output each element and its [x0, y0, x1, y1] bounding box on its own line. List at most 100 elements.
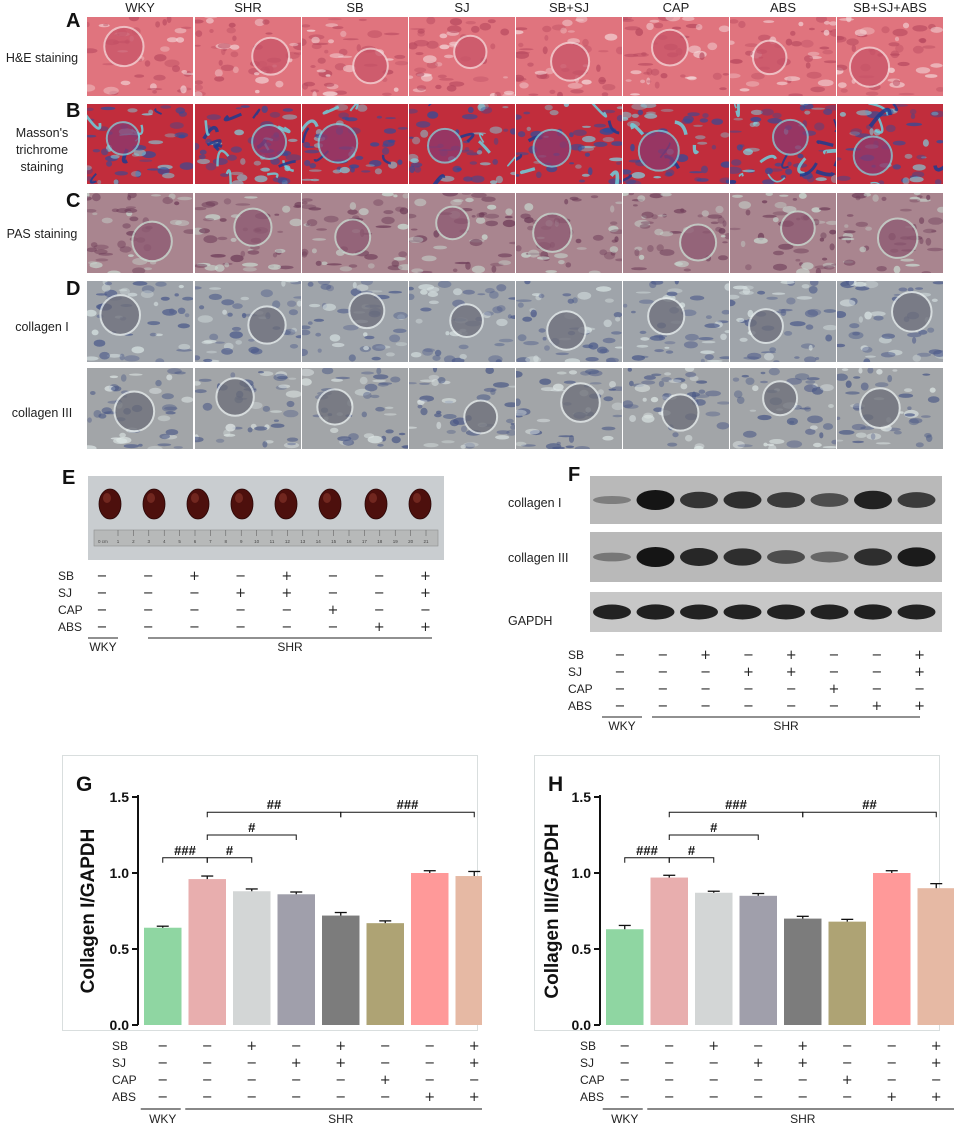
blot-band: [897, 492, 936, 508]
treatment-symbol: −: [143, 620, 154, 635]
treatment-symbol: −: [708, 1090, 719, 1105]
histology-image: [623, 368, 729, 449]
kidney: [98, 488, 122, 520]
histology-image: [302, 368, 408, 449]
group-label-wky: WKY: [608, 719, 635, 733]
treatment-symbol: −: [202, 1056, 213, 1071]
treatment-symbol: −: [143, 586, 154, 601]
histology-image: [87, 104, 193, 184]
treatment-row-label: SJ: [580, 1056, 594, 1070]
blot-band: [810, 493, 849, 507]
significance-label: ###: [397, 797, 419, 812]
treatment-symbol: −: [871, 665, 882, 680]
treatment-row-label: CAP: [568, 682, 593, 696]
significance-bracket: #: [668, 843, 715, 863]
histology-image: [409, 104, 515, 184]
bar: [828, 921, 866, 1025]
ruler-tick-label: 17: [362, 539, 368, 544]
treatment-symbol: −: [246, 1090, 257, 1105]
treatment-symbol: −: [664, 1056, 675, 1071]
treatment-symbol: +: [753, 1056, 764, 1071]
ruler-tick-label: 6: [194, 539, 197, 544]
ruler-tick-label: 20: [408, 539, 414, 544]
treatment-symbol: −: [380, 1056, 391, 1071]
blot-band: [680, 548, 718, 566]
treatment-symbol: −: [374, 569, 385, 584]
treatment-symbol: −: [189, 586, 200, 601]
treatment-symbol: −: [335, 1073, 346, 1088]
treatment-row-label: ABS: [580, 1090, 604, 1104]
treatment-symbol: +: [708, 1039, 719, 1054]
treatment-row-label: SJ: [58, 586, 72, 600]
blot-strip: [590, 476, 942, 524]
treatment-symbol: −: [246, 1056, 257, 1071]
histology-image: [516, 104, 622, 184]
treatment-symbol: +: [469, 1090, 480, 1105]
treatment-symbol: −: [619, 1073, 630, 1088]
histology-image: [730, 104, 836, 184]
group-label-wky: WKY: [149, 1112, 176, 1126]
treatment-symbol: −: [189, 620, 200, 635]
significance-bracket: #: [206, 843, 253, 863]
significance-label: ##: [267, 797, 282, 812]
group-label-shr: SHR: [277, 640, 303, 654]
significance-bracket: ##: [802, 797, 937, 818]
blot-band: [767, 604, 805, 620]
panel-letter: H: [548, 773, 563, 796]
blot-band: [767, 492, 805, 508]
treatment-symbol: −: [700, 665, 711, 680]
treatment-symbol: +: [871, 699, 882, 714]
histology-image: [623, 193, 729, 273]
treatment-symbol: +: [335, 1056, 346, 1071]
treatment-symbol: +: [281, 586, 292, 601]
treatment-symbol: −: [281, 620, 292, 635]
significance-label: ###: [725, 797, 747, 812]
column-header: CAP: [662, 0, 690, 15]
significance-label: ###: [636, 843, 658, 858]
histology-image: [516, 17, 622, 96]
treatment-symbol: −: [328, 586, 339, 601]
treatment-row-label: SJ: [112, 1056, 126, 1070]
treatment-symbol: +: [291, 1056, 302, 1071]
treatment-symbol: −: [291, 1073, 302, 1088]
treatment-symbol: −: [657, 682, 668, 697]
blot-band: [593, 604, 631, 620]
histology-image: [837, 368, 943, 449]
histology-image: [195, 193, 301, 273]
ruler-tick-label: 2: [132, 539, 135, 544]
y-tick-label: 1.5: [110, 789, 130, 805]
histology-image: [516, 281, 622, 362]
ruler-tick-label: 7: [209, 539, 212, 544]
treatment-symbol: −: [469, 1073, 480, 1088]
y-tick-label: 0.0: [572, 1017, 592, 1033]
treatment-symbol: −: [743, 699, 754, 714]
histology-image: [837, 193, 943, 273]
ruler-tick-label: 10: [254, 539, 260, 544]
panel-letter-f: F: [568, 464, 581, 486]
histology-image: [87, 17, 193, 96]
treatment-row-label: SB: [580, 1039, 596, 1053]
panel-letter-d: D: [66, 278, 81, 300]
treatment-symbol: −: [235, 620, 246, 635]
ruler-tick-label: 21: [423, 539, 429, 544]
y-tick-label: 0.5: [110, 941, 130, 957]
bar: [739, 895, 777, 1025]
histology-image: [837, 104, 943, 184]
kidney: [318, 488, 342, 520]
treatment-symbol: −: [374, 586, 385, 601]
treatment-symbol: +: [420, 620, 431, 635]
treatment-table-f: SB − − + − + − − + SJ − − − + + − − + CAP − − − − − + − − ABS − − − − − −…: [568, 648, 925, 733]
treatment-symbol: −: [202, 1073, 213, 1088]
treatment-symbol: +: [424, 1090, 435, 1105]
treatment-symbol: +: [931, 1039, 942, 1054]
treatment-symbol: +: [786, 648, 797, 663]
treatment-symbol: −: [700, 699, 711, 714]
blot-band: [636, 604, 675, 620]
treatment-symbol: −: [143, 569, 154, 584]
treatment-symbol: −: [424, 1073, 435, 1088]
column-header: SJ: [454, 0, 470, 15]
treatment-symbol: +: [281, 569, 292, 584]
row-label-col3: collagen III: [11, 406, 73, 420]
treatment-row-label: SJ: [568, 665, 582, 679]
